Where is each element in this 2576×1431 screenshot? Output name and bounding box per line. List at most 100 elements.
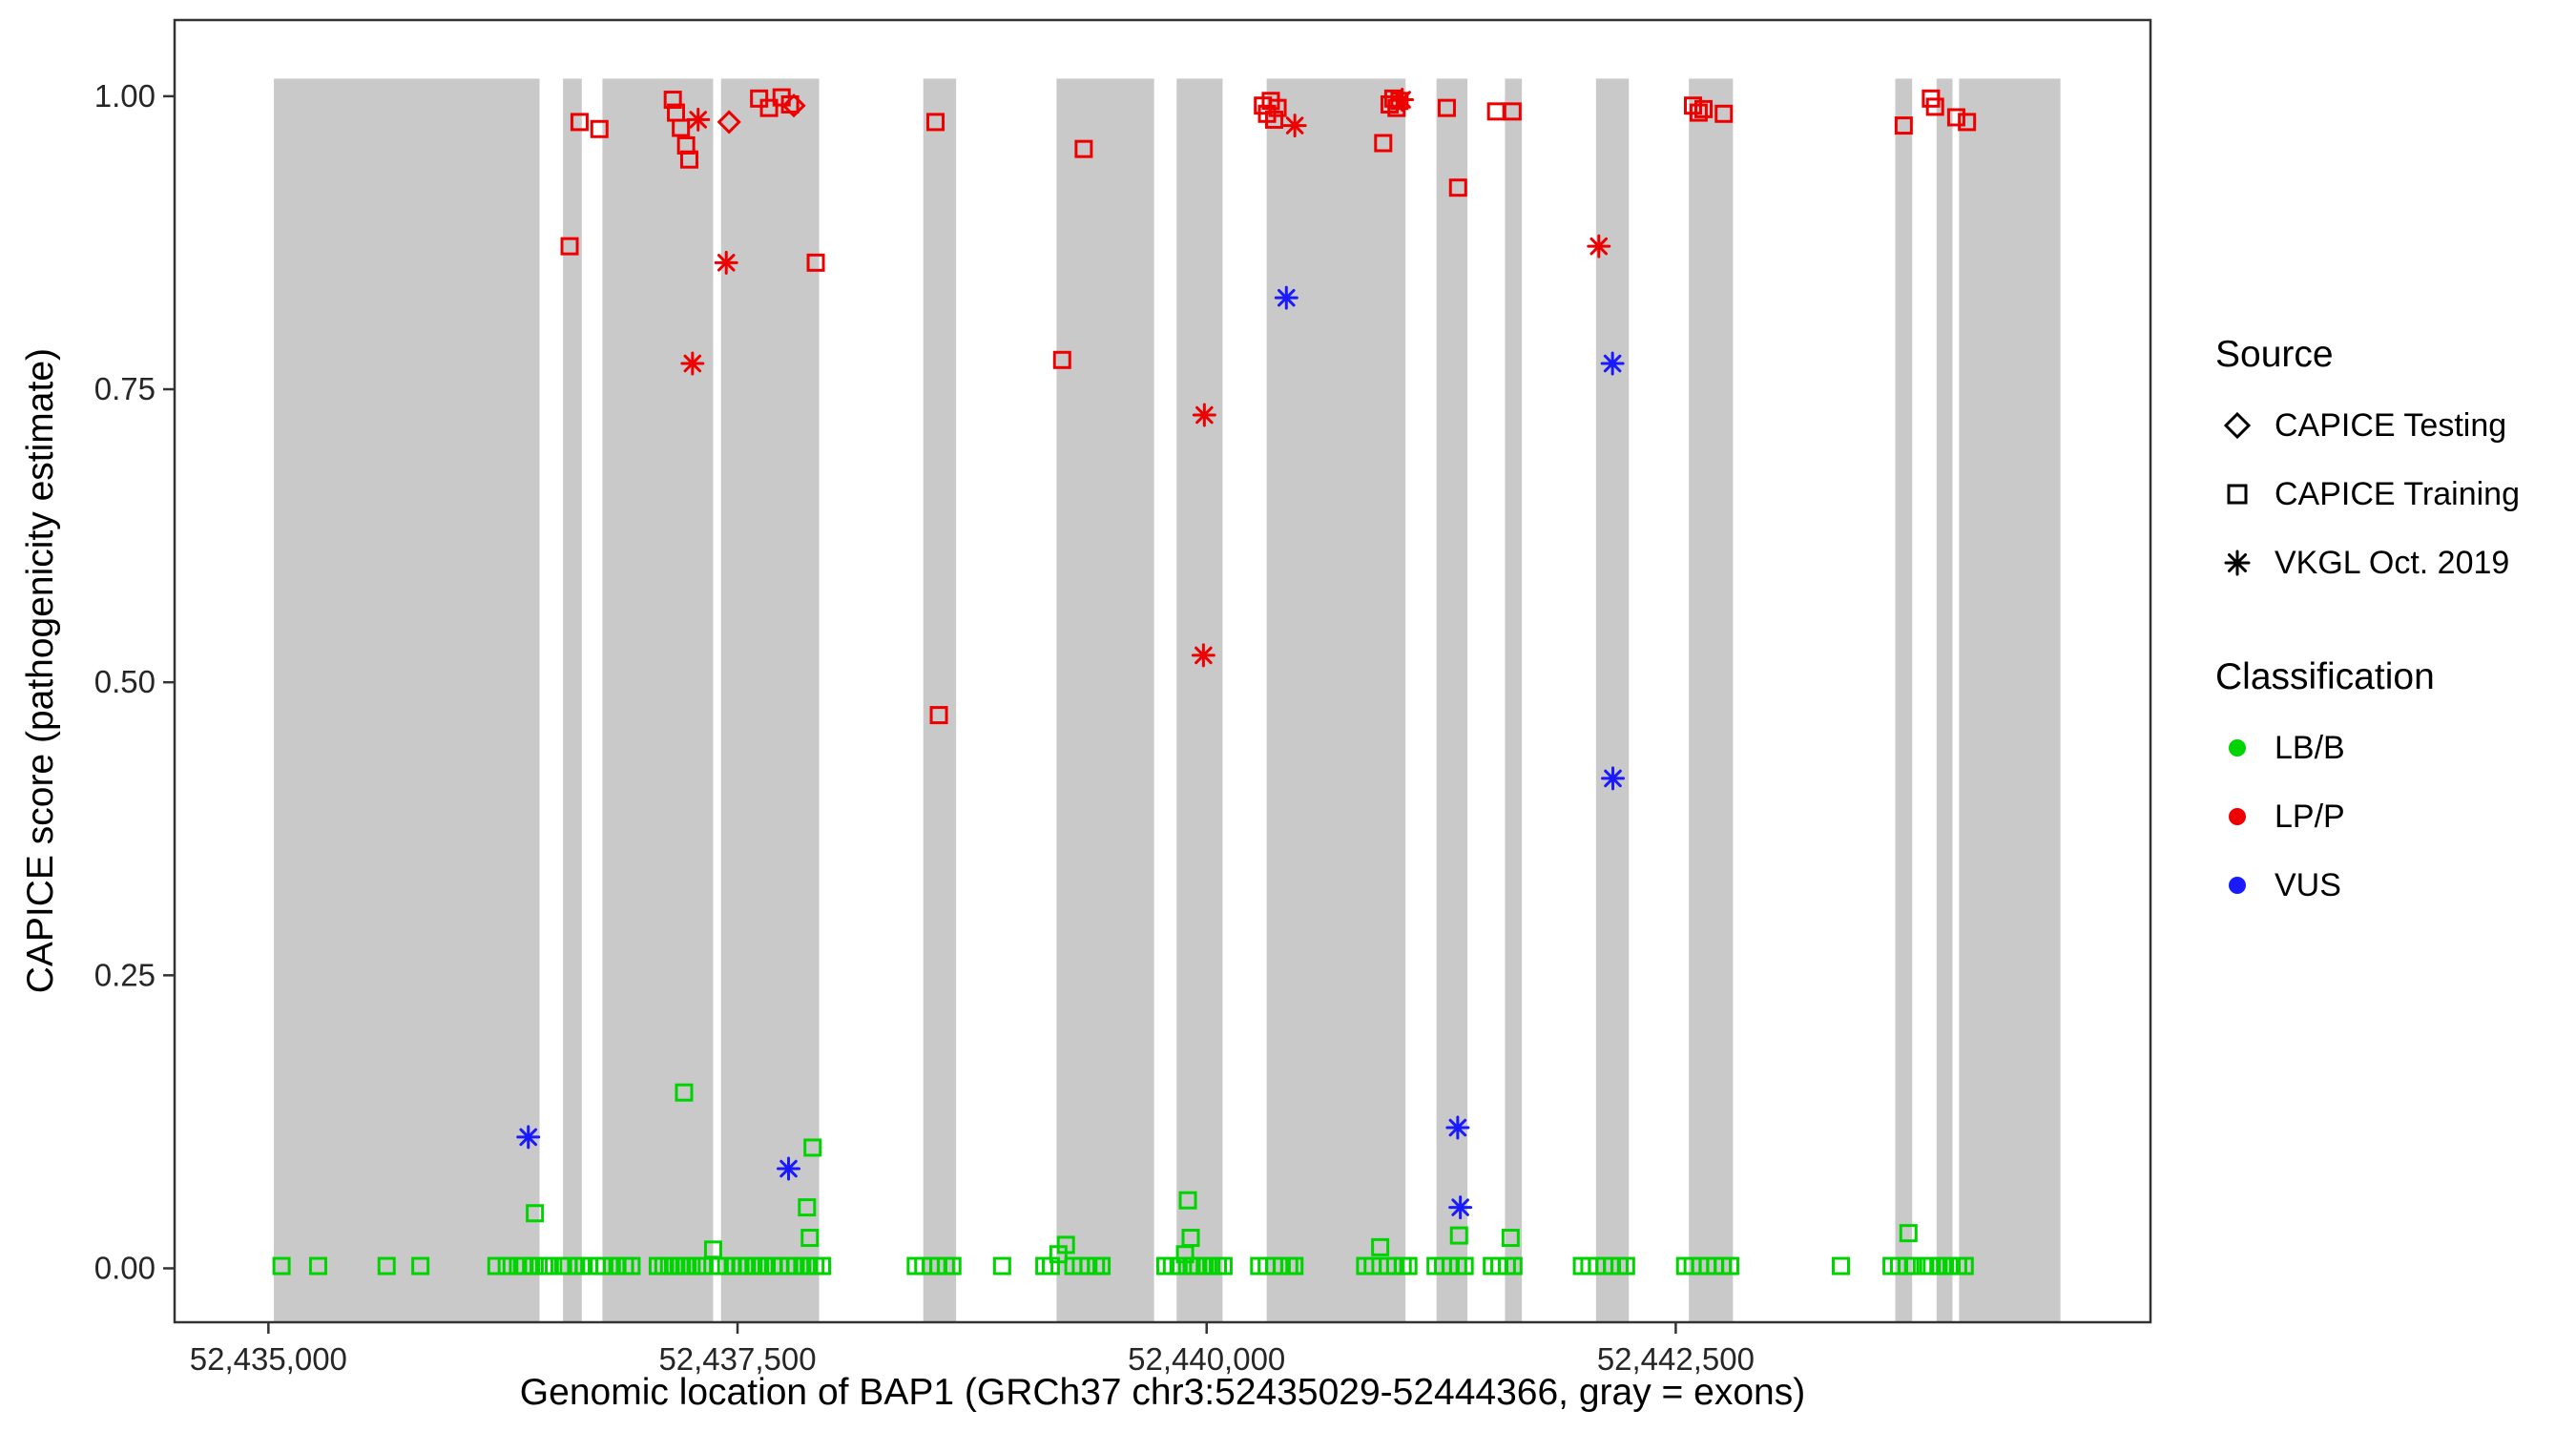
legend-item-label: LB/B <box>2275 729 2345 766</box>
data-point-square <box>1092 1256 1111 1275</box>
data-point-square <box>526 1204 545 1223</box>
data-point-square <box>1268 98 1287 117</box>
data-point-square <box>943 1256 962 1275</box>
data-point-square <box>1214 1256 1233 1275</box>
data-point-square <box>1437 98 1456 117</box>
x-tick-label: 52,442,500 <box>1597 1341 1755 1377</box>
data-point-square <box>800 1229 820 1248</box>
legend-classification-items: LB/B LP/P VUS <box>2215 714 2570 920</box>
circle-icon <box>2215 726 2259 770</box>
data-point-square <box>1399 1256 1418 1275</box>
legend-item-lb-b: LB/B <box>2215 714 2570 782</box>
data-point-square <box>1178 1191 1197 1210</box>
data-point-square <box>1946 108 1965 127</box>
data-point-square <box>663 91 682 110</box>
data-point-square <box>570 113 589 132</box>
y-tick-label: 0.50 <box>94 664 156 699</box>
data-point-square <box>1265 110 1284 129</box>
data-point-asterisk <box>1587 234 1611 259</box>
x-tick-label: 52,437,500 <box>658 1341 816 1377</box>
data-point-square <box>1616 1256 1635 1275</box>
data-point-square <box>1958 113 1977 132</box>
data-point-square <box>487 1256 506 1275</box>
exon-band <box>1595 78 1630 1322</box>
legend-item-label: LP/P <box>2275 798 2345 835</box>
data-point-asterisk <box>1445 1115 1470 1140</box>
legend-source-items: CAPICE Testing CAPICE Training VKGL Oct. 2… <box>2215 391 2570 597</box>
data-point-square <box>1925 97 1944 116</box>
data-point-asterisk <box>516 1125 541 1150</box>
data-point-square <box>1074 139 1093 158</box>
data-point-diamond <box>717 110 741 135</box>
data-point-square <box>1449 1226 1468 1245</box>
exon-band <box>563 78 582 1322</box>
data-point-square <box>1720 1256 1739 1275</box>
exon-band <box>1689 78 1734 1322</box>
exon-band <box>274 78 540 1322</box>
data-point-square <box>1831 1256 1850 1275</box>
data-point-asterisk <box>1601 766 1626 791</box>
legend-item-capice-testing: CAPICE Testing <box>2215 391 2570 460</box>
data-point-square <box>929 706 948 725</box>
data-point-square <box>806 253 825 272</box>
legend: Source CAPICE Testing CAPICE Training VKGL… <box>2215 334 2570 920</box>
x-tick-label: 52,440,000 <box>1128 1341 1285 1377</box>
data-point-square <box>675 1083 694 1102</box>
exon-band <box>1895 78 1913 1322</box>
data-point-asterisk <box>1274 285 1298 310</box>
data-point-square <box>622 1256 641 1275</box>
data-point-square <box>1714 104 1734 123</box>
exon-band <box>602 78 714 1322</box>
legend-item-label: CAPICE Testing <box>2275 406 2507 444</box>
data-point-asterisk <box>1600 351 1625 376</box>
exon-band <box>720 78 820 1322</box>
data-point-square <box>694 1256 713 1275</box>
data-point-square <box>992 1256 1011 1275</box>
circle-icon <box>2215 863 2259 907</box>
exon-band <box>1056 78 1154 1322</box>
data-point-square <box>1894 116 1913 135</box>
data-point-square <box>308 1256 327 1275</box>
exon-band <box>1505 78 1523 1322</box>
y-tick-label: 0.00 <box>94 1250 156 1285</box>
data-point-square <box>1694 99 1714 118</box>
data-point-asterisk <box>1390 88 1415 113</box>
y-tick-label: 0.75 <box>94 371 156 406</box>
data-point-square <box>926 113 945 132</box>
data-point-square <box>497 1256 516 1275</box>
data-point-square <box>1486 102 1506 121</box>
data-point-square <box>1503 102 1522 121</box>
data-point-square <box>1374 134 1393 153</box>
data-point-square <box>1056 1235 1075 1255</box>
asterisk-icon <box>2215 541 2259 585</box>
circle-icon <box>2215 795 2259 839</box>
data-point-square <box>540 1256 559 1275</box>
data-point-asterisk <box>686 107 711 132</box>
exon-band <box>1436 78 1468 1322</box>
exon-band <box>1936 78 1953 1322</box>
data-point-square <box>1504 1256 1523 1275</box>
data-point-square <box>679 150 698 169</box>
data-point-asterisk <box>1282 114 1307 138</box>
data-point-square <box>560 237 579 256</box>
data-point-asterisk <box>680 351 705 376</box>
data-point-square <box>1955 1256 1974 1275</box>
legend-classification-title: Classification <box>2215 656 2435 697</box>
data-point-square <box>672 118 691 137</box>
legend-item-label: VKGL Oct. 2019 <box>2275 544 2510 581</box>
exon-band <box>1176 78 1223 1322</box>
data-point-square <box>377 1256 396 1275</box>
data-point-square <box>590 119 609 138</box>
data-point-square <box>1455 1256 1474 1275</box>
exon-band <box>1959 78 2061 1322</box>
y-tick-label: 0.25 <box>94 957 156 992</box>
legend-item-label: CAPICE Training <box>2275 475 2520 512</box>
exon-band <box>923 78 957 1322</box>
exon-band <box>1266 78 1406 1322</box>
data-point-square <box>1689 103 1708 122</box>
y-tick-label: 1.00 <box>94 78 156 114</box>
data-point-diamond <box>781 93 806 118</box>
data-point-square <box>272 1256 291 1275</box>
y-axis-label-text: CAPICE score (pathogenicity estimate) <box>20 348 61 994</box>
